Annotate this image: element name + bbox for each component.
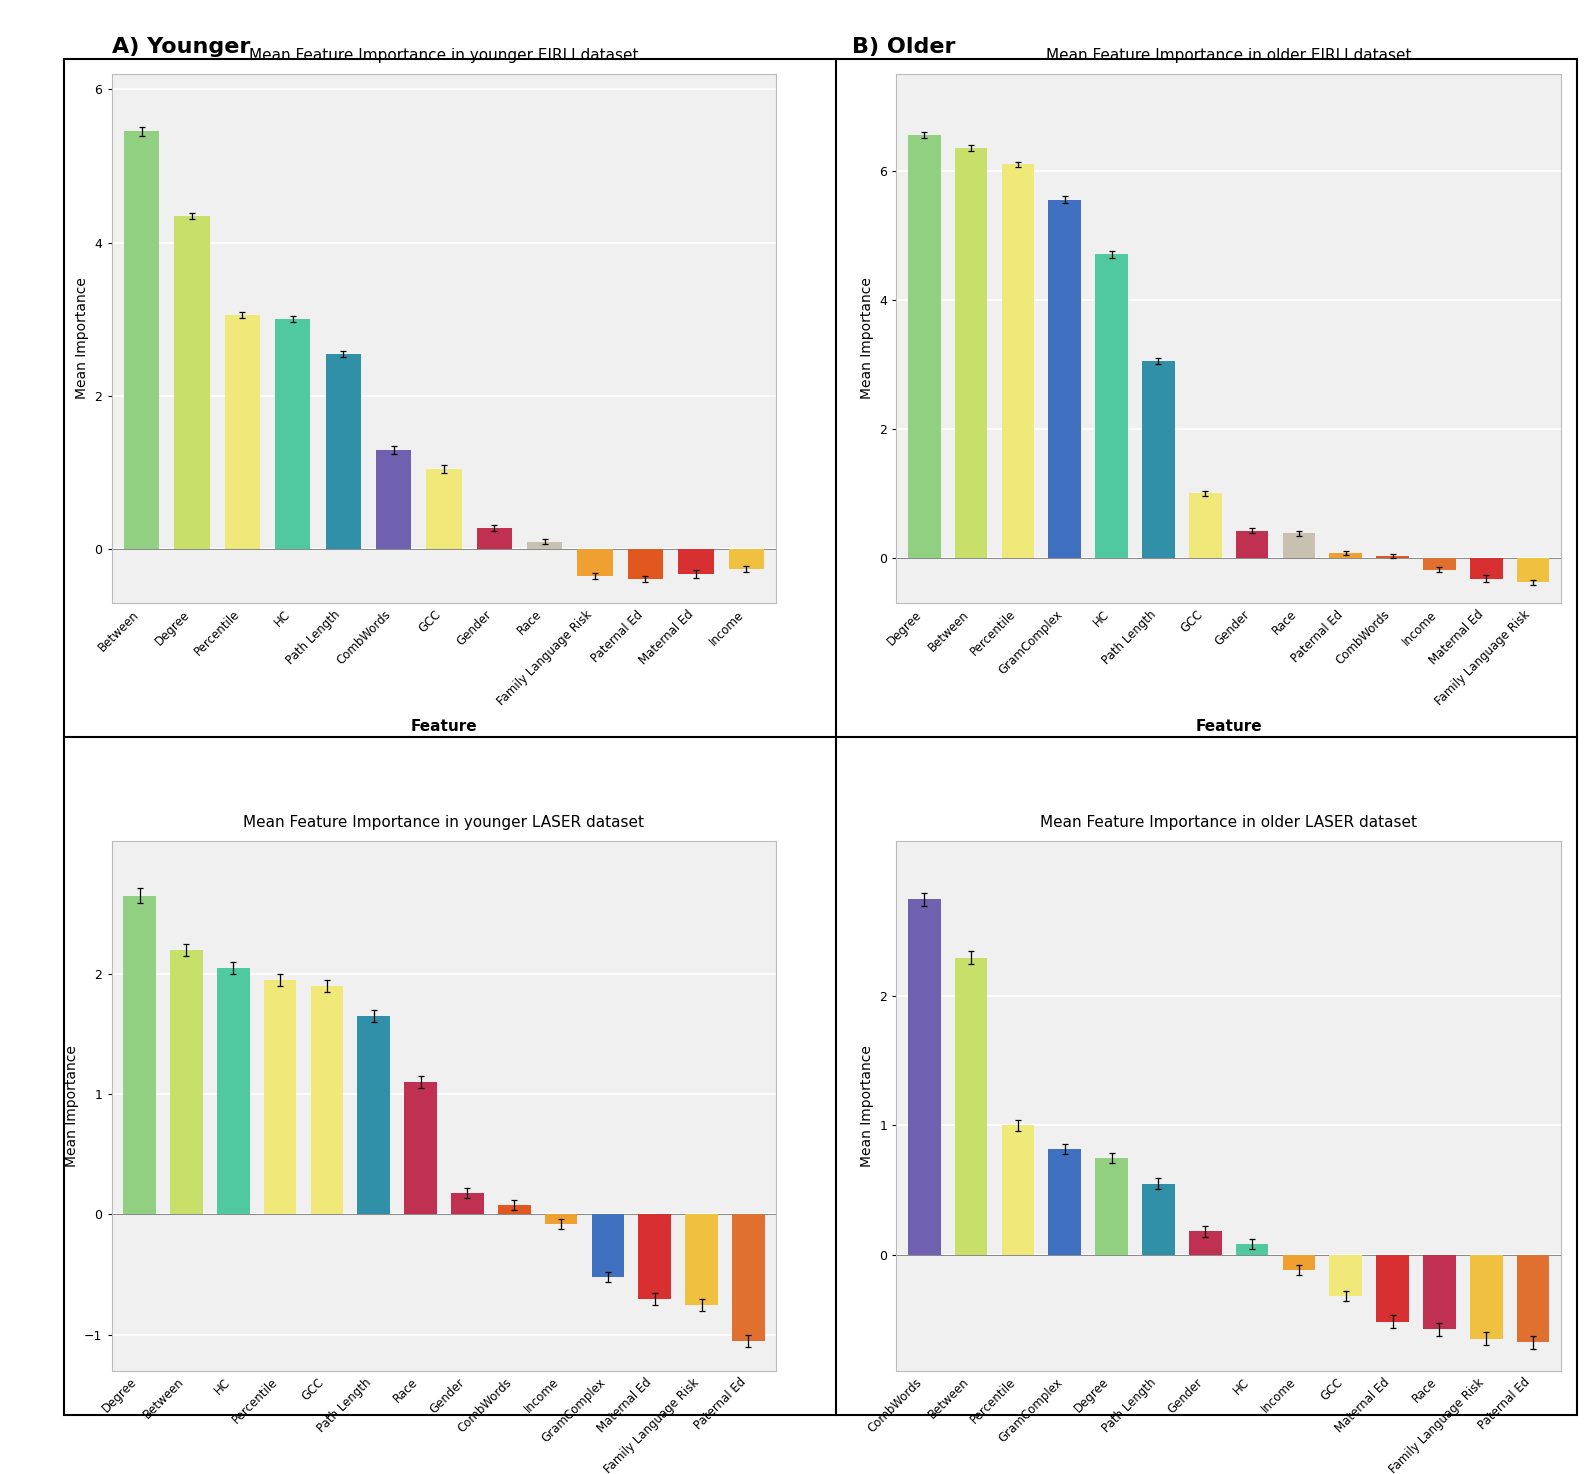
Bar bbox=[1096, 255, 1128, 559]
Bar bbox=[376, 450, 411, 550]
Bar bbox=[679, 550, 714, 573]
Text: B) Older: B) Older bbox=[852, 37, 956, 57]
Bar bbox=[427, 469, 462, 550]
Text: A) Younger: A) Younger bbox=[112, 37, 250, 57]
Bar bbox=[1282, 1254, 1316, 1271]
Bar bbox=[170, 949, 202, 1215]
Y-axis label: Mean Importance: Mean Importance bbox=[65, 1045, 78, 1167]
Bar bbox=[1236, 1244, 1268, 1254]
Bar bbox=[357, 1016, 390, 1215]
Bar bbox=[124, 131, 159, 550]
Bar bbox=[175, 215, 210, 550]
Bar bbox=[1376, 556, 1408, 559]
Bar bbox=[728, 550, 765, 569]
Bar bbox=[1470, 1254, 1502, 1338]
Bar bbox=[1236, 531, 1268, 559]
Bar bbox=[1002, 164, 1034, 559]
Bar bbox=[527, 542, 562, 550]
Bar bbox=[1048, 1148, 1082, 1254]
Bar bbox=[1329, 1254, 1362, 1296]
Bar bbox=[1282, 534, 1316, 559]
Bar bbox=[1423, 1254, 1456, 1330]
X-axis label: Feature: Feature bbox=[411, 719, 478, 734]
Bar bbox=[264, 980, 296, 1215]
Bar bbox=[225, 315, 260, 550]
Bar bbox=[1142, 1184, 1174, 1254]
Bar bbox=[1517, 1254, 1550, 1343]
Bar bbox=[733, 1215, 765, 1341]
Bar bbox=[1048, 199, 1082, 559]
Title: Mean Feature Importance in younger LASER dataset: Mean Feature Importance in younger LASER… bbox=[244, 815, 645, 830]
Bar bbox=[325, 354, 362, 550]
Bar bbox=[311, 986, 344, 1215]
Bar bbox=[476, 528, 511, 550]
Bar bbox=[1002, 1126, 1034, 1254]
Bar bbox=[908, 899, 940, 1254]
Title: Mean Feature Importance in older LASER dataset: Mean Feature Importance in older LASER d… bbox=[1040, 815, 1418, 830]
Title: Mean Feature Importance in older EIRLI dataset: Mean Feature Importance in older EIRLI d… bbox=[1047, 47, 1411, 63]
Bar bbox=[591, 1215, 624, 1276]
Bar bbox=[1142, 361, 1174, 559]
Bar bbox=[499, 1204, 530, 1215]
Bar bbox=[1096, 1157, 1128, 1254]
Bar bbox=[1470, 559, 1502, 579]
Title: Mean Feature Importance in younger EIRLI dataset: Mean Feature Importance in younger EIRLI… bbox=[249, 47, 639, 63]
Y-axis label: Mean Importance: Mean Importance bbox=[860, 277, 873, 399]
Bar bbox=[1423, 559, 1456, 569]
Bar bbox=[954, 147, 988, 559]
Bar bbox=[1188, 1231, 1222, 1254]
Bar bbox=[1329, 553, 1362, 559]
Bar bbox=[1376, 1254, 1408, 1322]
Bar bbox=[1188, 494, 1222, 559]
Bar bbox=[908, 136, 940, 559]
Bar bbox=[1517, 559, 1550, 582]
Bar bbox=[954, 958, 988, 1254]
Bar bbox=[217, 968, 250, 1215]
X-axis label: Feature: Feature bbox=[1195, 719, 1262, 734]
Y-axis label: Mean Importance: Mean Importance bbox=[860, 1045, 873, 1167]
Bar bbox=[405, 1082, 436, 1215]
Bar bbox=[578, 550, 613, 576]
Bar bbox=[628, 550, 663, 579]
Bar bbox=[685, 1215, 718, 1304]
Bar bbox=[639, 1215, 671, 1299]
Bar bbox=[276, 320, 311, 550]
Y-axis label: Mean Importance: Mean Importance bbox=[75, 277, 89, 399]
Bar bbox=[545, 1215, 577, 1223]
Bar bbox=[123, 896, 156, 1215]
Bar bbox=[451, 1192, 484, 1215]
